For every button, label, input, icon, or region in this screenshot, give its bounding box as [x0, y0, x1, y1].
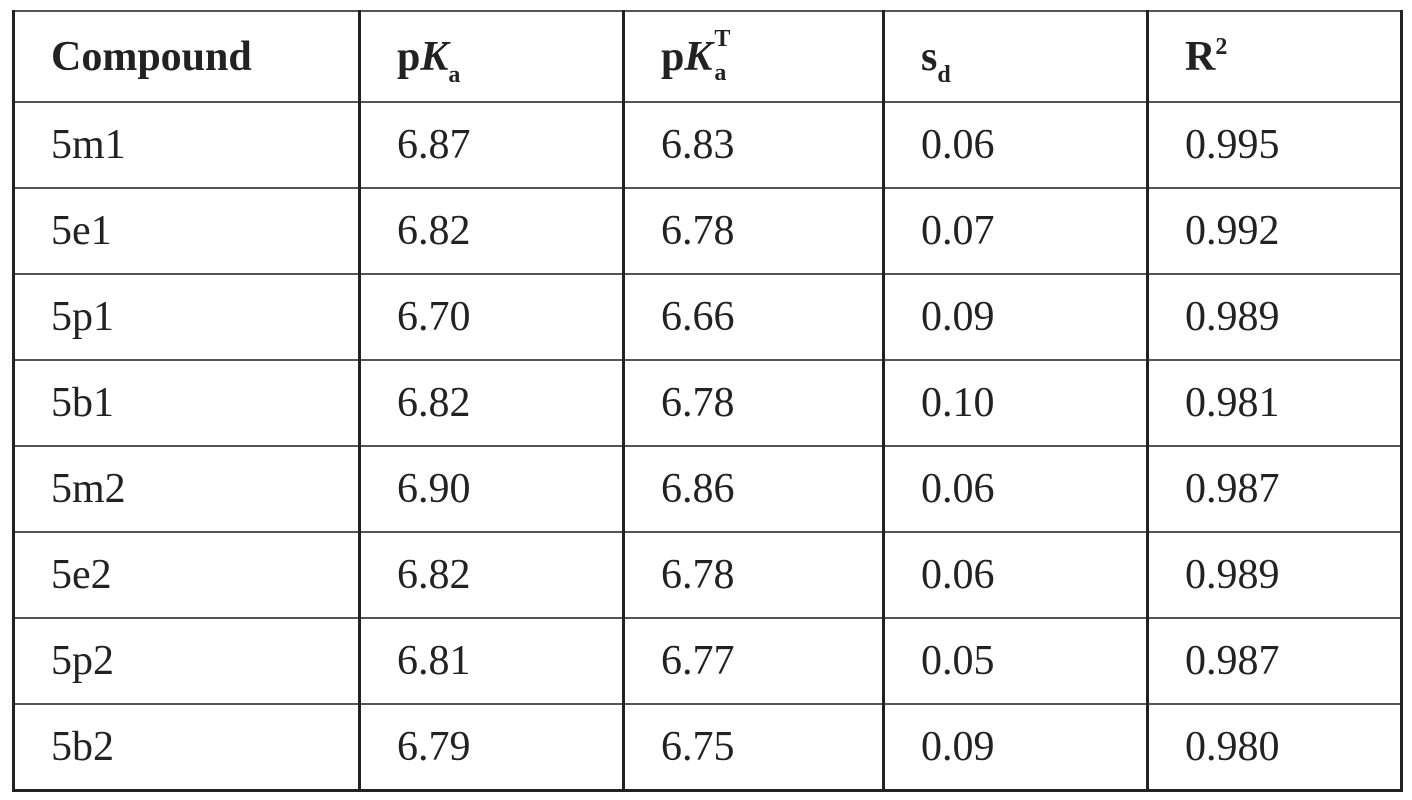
table-cell: 5p2: [12, 617, 361, 705]
table-cell: 6.82: [358, 531, 625, 619]
table-row: 5p1 6.70 6.66 0.09 0.989: [12, 273, 1403, 361]
table-row: 5b2 6.79 6.75 0.09 0.980: [12, 703, 1403, 792]
table-cell: 6.82: [358, 359, 625, 447]
table-cell: 0.980: [1146, 703, 1403, 792]
header-base: p: [661, 33, 685, 80]
table-cell: 0.10: [882, 359, 1149, 447]
table-row: 5m1 6.87 6.83 0.06 0.995: [12, 101, 1403, 189]
table-cell: 6.81: [358, 617, 625, 705]
header-base: p: [397, 33, 421, 80]
table-cell: 6.78: [622, 187, 885, 275]
table-cell: 0.995: [1146, 101, 1403, 189]
table-cell: 6.66: [622, 273, 885, 361]
header-italic: K: [684, 33, 713, 80]
header-sub: a: [448, 61, 461, 88]
table-cell: 6.79: [358, 703, 625, 792]
header-sub: a: [714, 59, 727, 86]
table-row: 5e1 6.82 6.78 0.07 0.992: [12, 187, 1403, 275]
table-cell: 6.83: [622, 101, 885, 189]
table-cell: 0.989: [1146, 531, 1403, 619]
header-sub: d: [937, 61, 951, 88]
table-cell: 5e1: [12, 187, 361, 275]
table-cell: 5m2: [12, 445, 361, 533]
table-row: 5e2 6.82 6.78 0.06 0.989: [12, 531, 1403, 619]
header-cell: R2: [1146, 10, 1403, 103]
table-cell: 0.09: [882, 273, 1149, 361]
table-cell: 6.82: [358, 187, 625, 275]
table-cell: 5p1: [12, 273, 361, 361]
header-base: s: [921, 33, 938, 80]
table-cell: 0.987: [1146, 445, 1403, 533]
table-cell: 5m1: [12, 101, 361, 189]
table-row: 5p2 6.81 6.77 0.05 0.987: [12, 617, 1403, 705]
header-italic: K: [420, 33, 449, 80]
header-cell: pKa: [358, 10, 625, 103]
table-cell: 5b1: [12, 359, 361, 447]
table-row: 5m2 6.90 6.86 0.06 0.987: [12, 445, 1403, 533]
table-cell: 0.06: [882, 101, 1149, 189]
table-cell: 6.90: [358, 445, 625, 533]
table-cell: 0.06: [882, 445, 1149, 533]
table-cell: 0.981: [1146, 359, 1403, 447]
table-cell: 0.987: [1146, 617, 1403, 705]
table-cell: 5e2: [12, 531, 361, 619]
table-cell: 6.75: [622, 703, 885, 792]
table-cell: 0.992: [1146, 187, 1403, 275]
header-cell: Compound: [12, 10, 361, 103]
table-cell: 6.87: [358, 101, 625, 189]
header-cell: sd: [882, 10, 1149, 103]
table-cell: 0.07: [882, 187, 1149, 275]
table-cell: 0.06: [882, 531, 1149, 619]
table-cell: 0.09: [882, 703, 1149, 792]
table-cell: 6.70: [358, 273, 625, 361]
table-cell: 6.77: [622, 617, 885, 705]
header-sup: T: [714, 25, 731, 52]
header-sup: 2: [1215, 33, 1228, 60]
header-base: R: [1185, 33, 1216, 80]
table-cell: 0.05: [882, 617, 1149, 705]
table-cell: 6.86: [622, 445, 885, 533]
table-cell: 6.78: [622, 359, 885, 447]
table-cell: 6.78: [622, 531, 885, 619]
table-row: 5b1 6.82 6.78 0.10 0.981: [12, 359, 1403, 447]
table-cell: 0.989: [1146, 273, 1403, 361]
table-cell: 5b2: [12, 703, 361, 792]
